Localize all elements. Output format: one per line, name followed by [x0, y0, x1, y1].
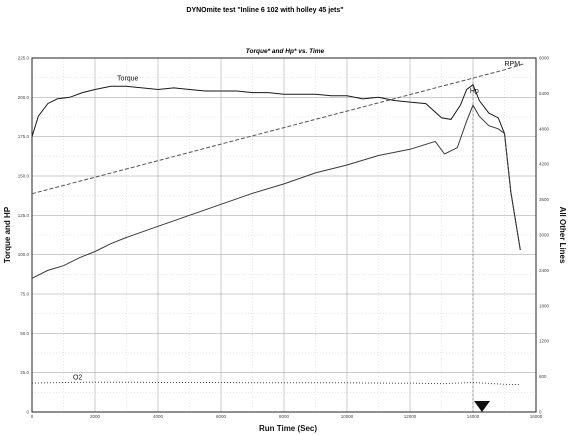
right-tick-label: 4800: [539, 126, 550, 131]
series-lines: [31, 63, 524, 412]
series-line-torque: [31, 83, 521, 250]
right-tick-label: 3600: [539, 197, 550, 202]
plot-frame: [31, 57, 537, 413]
left-tick-label: 200.0: [18, 95, 30, 100]
right-tick-label: 1800: [539, 303, 550, 308]
right-tick-label: 1200: [539, 339, 550, 344]
page-title: DYNOmite test "Inline 6 102 with holley …: [186, 7, 343, 14]
chart-title: Torque* and Hp* vs. Time: [246, 48, 325, 55]
right-tick-label: 4200: [539, 162, 550, 167]
series-label-torque: Torque: [117, 75, 139, 82]
series-line-rpm: [31, 63, 524, 195]
right-tick-label: 2400: [539, 268, 550, 273]
series-labels: Torque Hp RPM O2: [73, 61, 520, 382]
left-tick-label: 125.0: [18, 213, 30, 218]
grid: [31, 57, 537, 413]
left-tick-label: 0: [26, 410, 29, 415]
left-tick-label: 75.0: [20, 292, 29, 297]
axis-ticks: 0 2000 4000 6000 8000 10000 12000 14000 16000025…: [18, 56, 550, 420]
series-label-o2: O2: [73, 374, 82, 381]
y-axis-label-right: All Other Lines: [558, 207, 567, 264]
left-tick-label: 150.0: [18, 174, 30, 179]
series-label-hp: Hp: [470, 88, 479, 95]
run-end-marker-icon: [474, 401, 490, 412]
right-tick-label: 600: [539, 374, 547, 379]
x-tick-label: 0: [31, 414, 34, 419]
x-axis-label: Run Time (Sec): [259, 424, 317, 433]
left-tick-label: 100.0: [18, 252, 30, 257]
series-line-o2: [31, 381, 521, 386]
left-tick-label: 25.0: [20, 370, 29, 375]
x-tick-label: 2000: [90, 414, 101, 419]
left-tick-label: 175.0: [18, 134, 30, 139]
x-tick-label: 16000: [530, 414, 543, 419]
series-label-rpm: RPM: [505, 61, 521, 68]
y-axis-label-left: Torque and HP: [3, 206, 12, 263]
x-tick-label: 8000: [279, 414, 290, 419]
right-tick-label: 3000: [539, 233, 550, 238]
x-tick-label: 14000: [467, 414, 480, 419]
left-tick-label: 225.0: [18, 56, 30, 61]
right-tick-label: 0: [539, 410, 542, 415]
right-tick-label: 6000: [539, 56, 550, 61]
series-line-hp: [31, 104, 521, 279]
x-tick-label: 12000: [404, 414, 417, 419]
right-tick-label: 5400: [539, 91, 550, 96]
x-tick-label: 4000: [153, 414, 164, 419]
x-tick-label: 10000: [341, 414, 354, 419]
left-tick-label: 50.0: [20, 331, 29, 336]
x-tick-label: 6000: [216, 414, 227, 419]
